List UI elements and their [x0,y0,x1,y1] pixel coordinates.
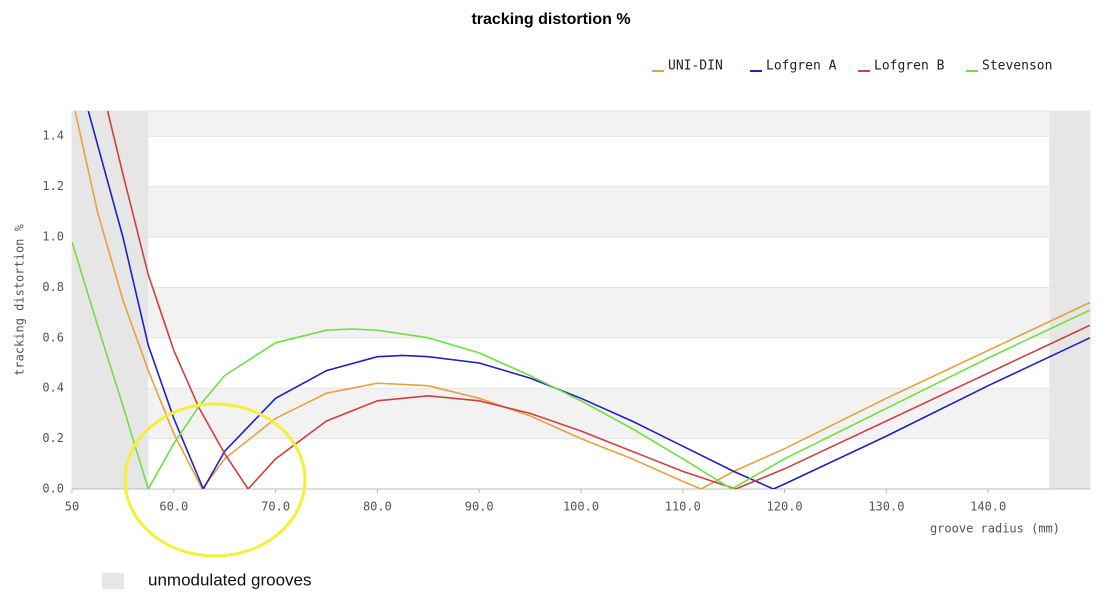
series-line [106,111,1090,489]
y-tick-label: 0.8 [42,280,64,294]
y-tick-label: 1.2 [42,179,64,193]
series-line [87,111,1090,489]
unmodulated-region [72,111,149,489]
x-tick-label: 90.0 [465,500,494,514]
x-axis-label: groove radius (mm) [930,522,1060,536]
highlight-circle [123,402,307,558]
legend-label: UNI-DIN [668,59,723,74]
shaded-legend-swatch [102,573,124,589]
grid-band [72,111,1090,137]
x-tick-label: 50 [65,500,79,514]
x-tick-label: 120.0 [767,500,803,514]
x-tick-label: 70.0 [261,500,290,514]
x-tick-label: 140.0 [970,500,1006,514]
grid-band [72,186,1090,237]
plot-background [71,110,1091,493]
chart-title: tracking distortion % [471,11,630,28]
y-tick-label: 0.2 [42,431,64,445]
legend-label: Lofgren B [874,59,945,74]
plot-lines [72,111,1090,489]
legend-label: Lofgren A [766,59,837,74]
y-tick-label: 1.0 [42,230,64,244]
shaded-legend-label: unmodulated grooves [148,570,312,589]
y-tick-label: 0.0 [42,482,64,496]
legend-label: Stevenson [982,59,1052,74]
grid-band [72,287,1090,338]
y-tick-label: 0.4 [42,381,64,395]
y-tick-label: 1.4 [42,129,64,143]
unmodulated-region [1049,111,1090,489]
series-line [72,241,1090,489]
x-tick-label: 80.0 [363,500,392,514]
x-tick-label: 110.0 [665,500,701,514]
y-tick-label: 0.6 [42,330,64,344]
x-tick-label: 130.0 [868,500,904,514]
x-tick-label: 100.0 [563,500,599,514]
y-axis-label: tracking distortion % [13,223,27,375]
series-line [74,111,1090,489]
x-tick-label: 60.0 [159,500,188,514]
